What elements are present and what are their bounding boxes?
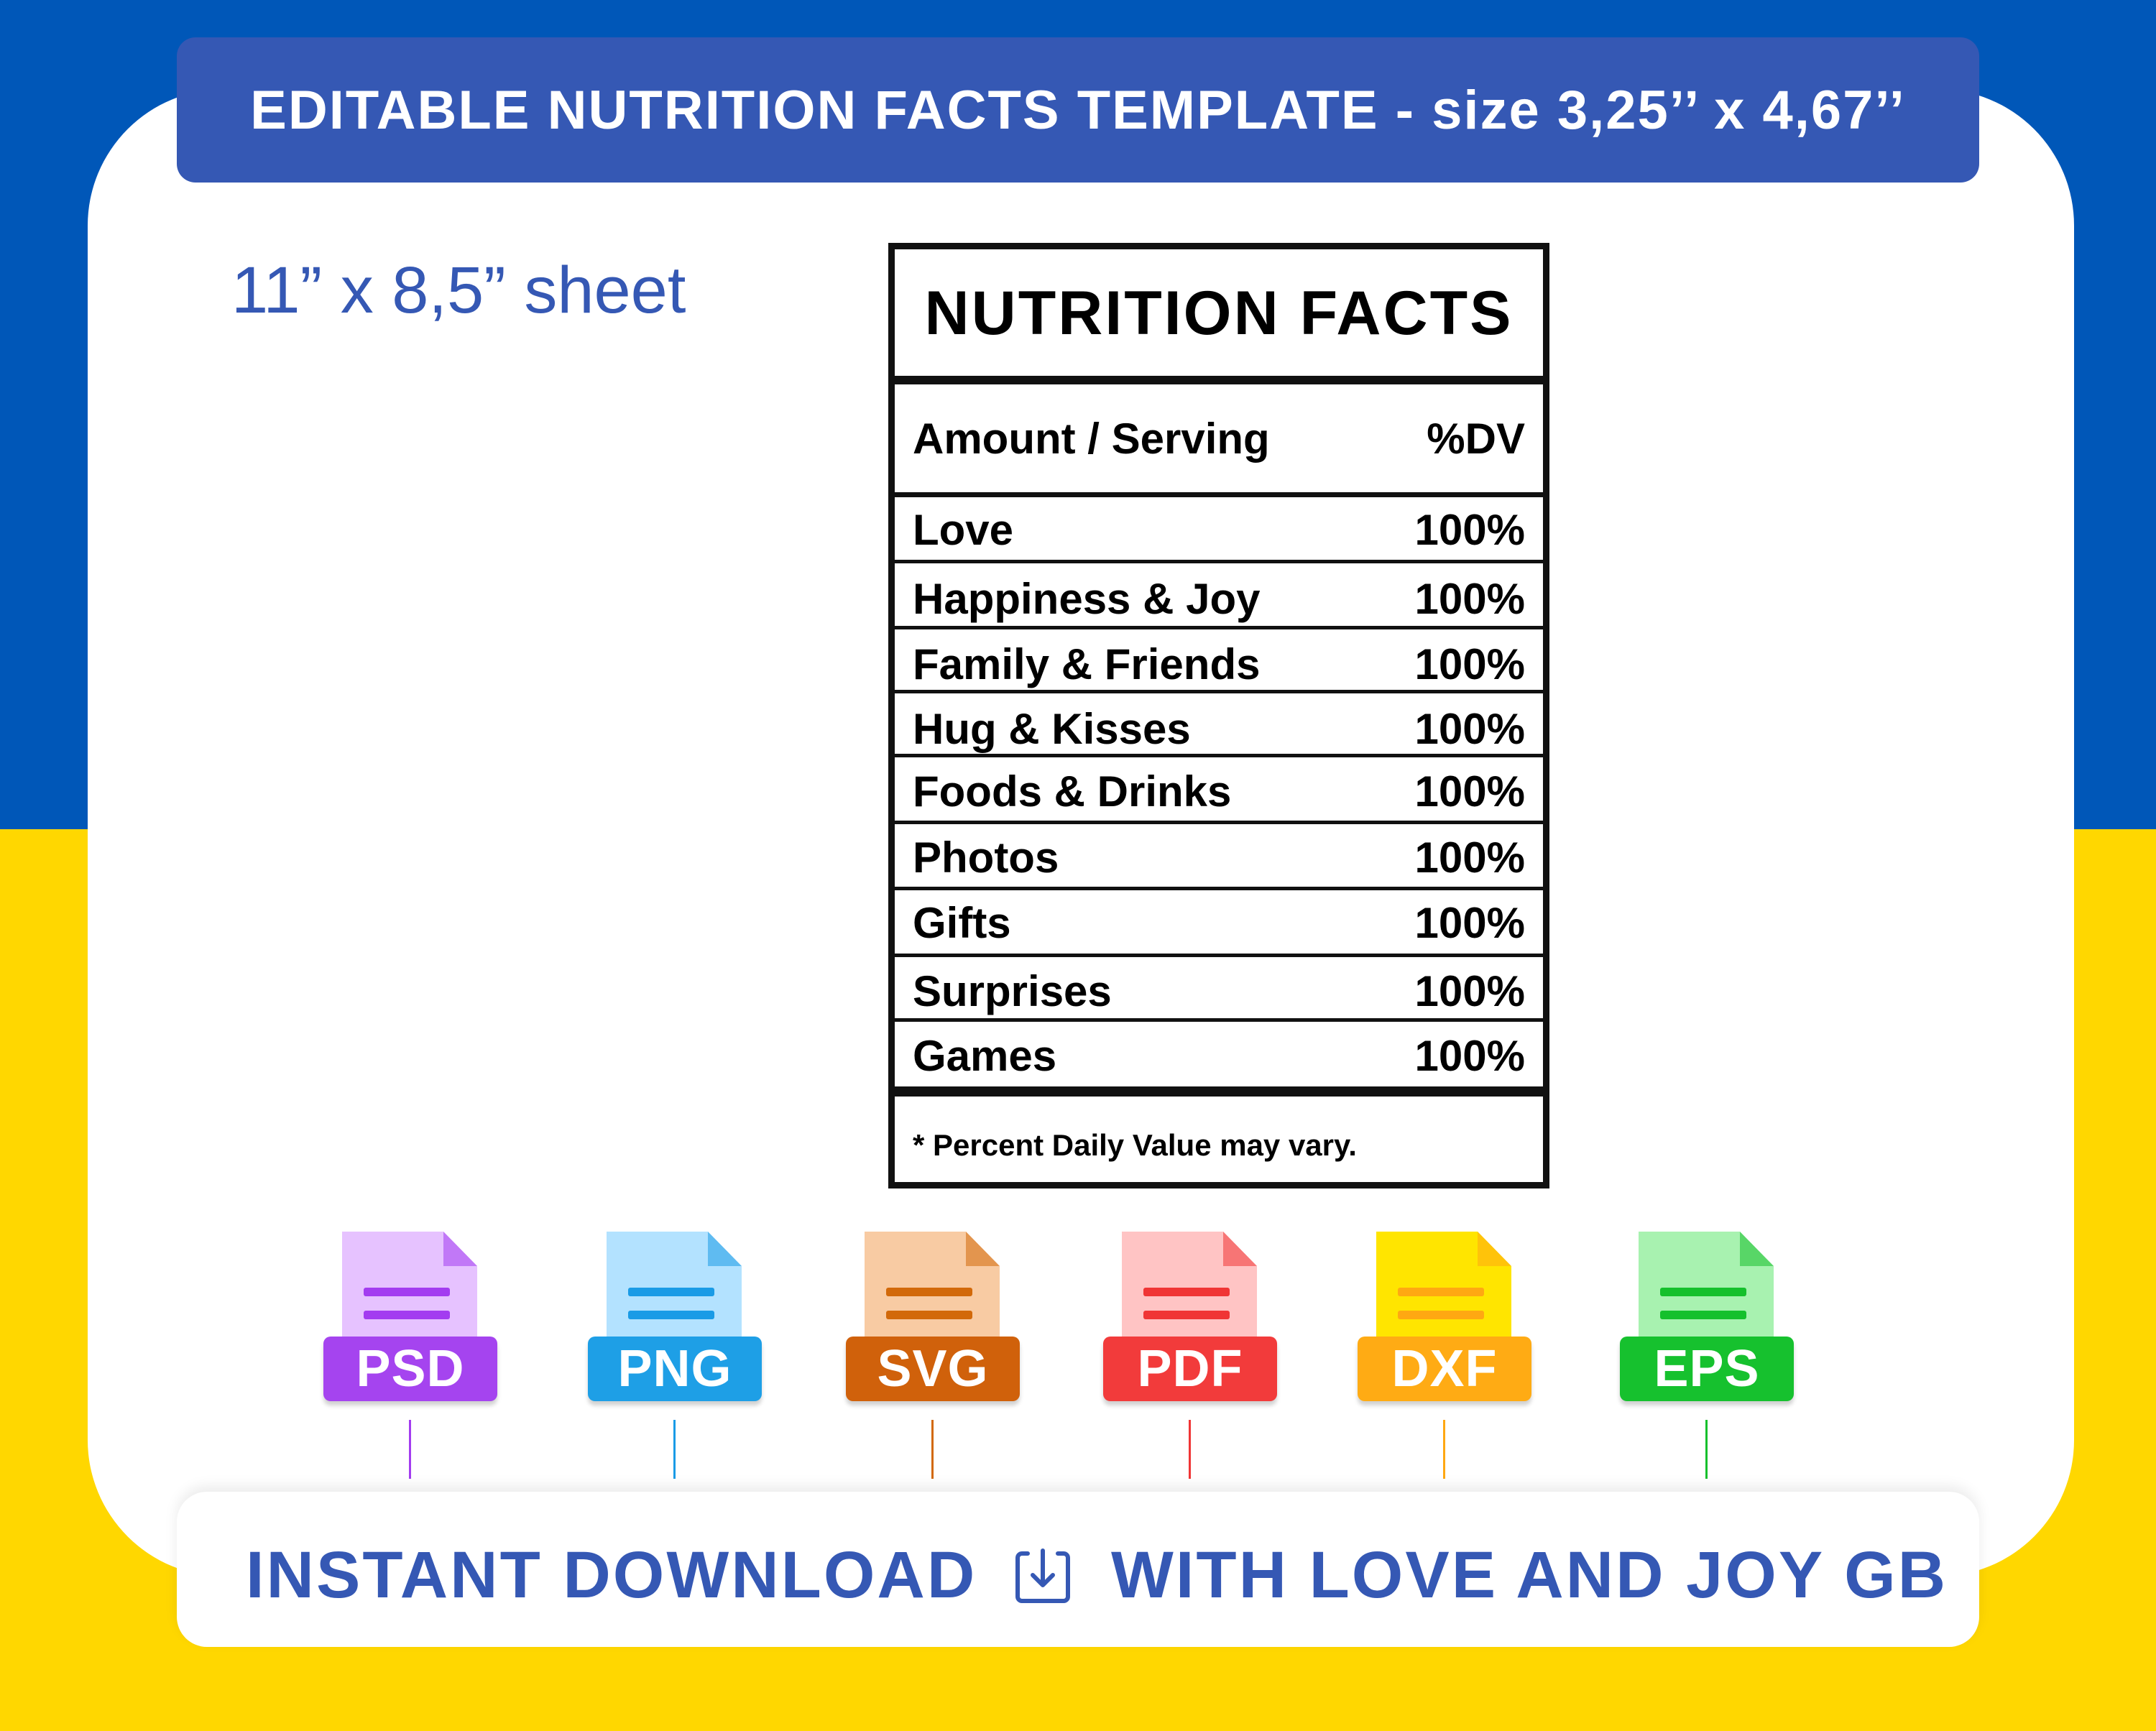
row-divider: [895, 821, 1543, 824]
row-divider: [895, 626, 1543, 629]
divider: [895, 1086, 1543, 1097]
page-fold: [1478, 1232, 1511, 1266]
page-fold: [1223, 1232, 1257, 1266]
text-line: [1660, 1288, 1746, 1296]
text-line: [1398, 1311, 1484, 1319]
instant-download-text: INSTANT DOWNLOAD: [246, 1538, 977, 1612]
page-fold: [708, 1232, 742, 1266]
download-icon: [1015, 1548, 1070, 1603]
format-badge: DXF: [1358, 1337, 1531, 1401]
format-badge: EPS: [1620, 1337, 1794, 1401]
nutrient-row: Photos 100%: [913, 830, 1525, 885]
nutrient-value: 100%: [1414, 574, 1525, 623]
page-fold: [1740, 1232, 1774, 1266]
dxf-file-icon: DXF: [1358, 1232, 1537, 1483]
text-line: [1143, 1288, 1230, 1296]
nutrient-value: 100%: [1414, 833, 1525, 882]
nutrient-row: Happiness & Joy 100%: [913, 571, 1525, 626]
row-divider: [895, 754, 1543, 757]
row-divider: [895, 954, 1543, 957]
page-title: EDITABLE NUTRITION FACTS TEMPLATE - size…: [177, 37, 1979, 183]
nutrient-name: Games: [913, 1031, 1057, 1080]
text-line: [364, 1311, 450, 1319]
sheet-size-label: 11” x 8,5” sheet: [231, 254, 686, 327]
nutrient-row: Foods & Drinks 100%: [913, 764, 1525, 818]
eps-file-icon: EPS: [1620, 1232, 1800, 1483]
nutrient-row: Family & Friends 100%: [913, 637, 1525, 691]
format-badge: PNG: [588, 1337, 762, 1401]
nutrient-value: 100%: [1414, 767, 1525, 816]
nutrient-row: Games 100%: [913, 1028, 1525, 1083]
header-amount: Amount / Serving: [913, 414, 1270, 463]
nutrient-name: Photos: [913, 833, 1059, 882]
svg-file-icon: SVG: [846, 1232, 1026, 1483]
pdf-file-icon: PDF: [1103, 1232, 1283, 1483]
text-line: [628, 1311, 714, 1319]
nutrient-name: Hug & Kisses: [913, 704, 1191, 753]
nutrient-name: Happiness & Joy: [913, 574, 1261, 623]
nutrient-row: Gifts 100%: [913, 895, 1525, 950]
connector-line: [1705, 1420, 1708, 1479]
text-line: [364, 1288, 450, 1296]
row-divider: [895, 1018, 1543, 1022]
format-badge: PDF: [1103, 1337, 1277, 1401]
text-line: [886, 1311, 972, 1319]
nutrient-value: 100%: [1414, 898, 1525, 947]
connector-line: [1189, 1420, 1191, 1479]
page-fold: [443, 1232, 477, 1266]
table-header: Amount / Serving %DV: [913, 405, 1525, 471]
nutrient-value: 100%: [1414, 1031, 1525, 1080]
nutrient-row: Love 100%: [913, 502, 1525, 557]
format-badge: SVG: [846, 1337, 1020, 1401]
connector-line: [409, 1420, 411, 1479]
header-dv: %DV: [1427, 414, 1525, 463]
nutrient-name: Foods & Drinks: [913, 767, 1232, 816]
nutrient-value: 100%: [1414, 505, 1525, 554]
text-line: [886, 1288, 972, 1296]
connector-line: [1443, 1420, 1445, 1479]
format-badge: PSD: [323, 1337, 497, 1401]
nutrient-name: Family & Friends: [913, 640, 1261, 688]
row-divider: [895, 887, 1543, 890]
page-fold: [966, 1232, 1000, 1266]
row-divider: [895, 690, 1543, 693]
row-divider: [895, 560, 1543, 563]
text-line: [628, 1288, 714, 1296]
nutrient-value: 100%: [1414, 704, 1525, 753]
nutrient-row: Surprises 100%: [913, 964, 1525, 1018]
png-file-icon: PNG: [588, 1232, 768, 1483]
connector-line: [673, 1420, 676, 1479]
nutrition-title: NUTRITION FACTS: [924, 278, 1514, 348]
connector-line: [931, 1420, 934, 1479]
nutrient-name: Gifts: [913, 898, 1011, 947]
footer-bar: [177, 1492, 1979, 1647]
text-line: [1398, 1288, 1484, 1296]
text-line: [1143, 1311, 1230, 1319]
text-line: [1660, 1311, 1746, 1319]
divider: [895, 492, 1543, 497]
nutrient-row: Hug & Kisses 100%: [913, 701, 1525, 756]
footnote: * Percent Daily Value may vary.: [913, 1128, 1357, 1162]
psd-file-icon: PSD: [323, 1232, 503, 1483]
nutrient-value: 100%: [1414, 966, 1525, 1015]
nutrient-value: 100%: [1414, 640, 1525, 688]
nutrient-name: Surprises: [913, 966, 1112, 1015]
divider: [895, 376, 1543, 384]
brand-text: WITH LOVE AND JOY GB: [1111, 1538, 1948, 1612]
nutrition-facts-label: NUTRITION FACTS Amount / Serving %DV Lov…: [888, 243, 1549, 1188]
nutrient-name: Love: [913, 505, 1014, 554]
